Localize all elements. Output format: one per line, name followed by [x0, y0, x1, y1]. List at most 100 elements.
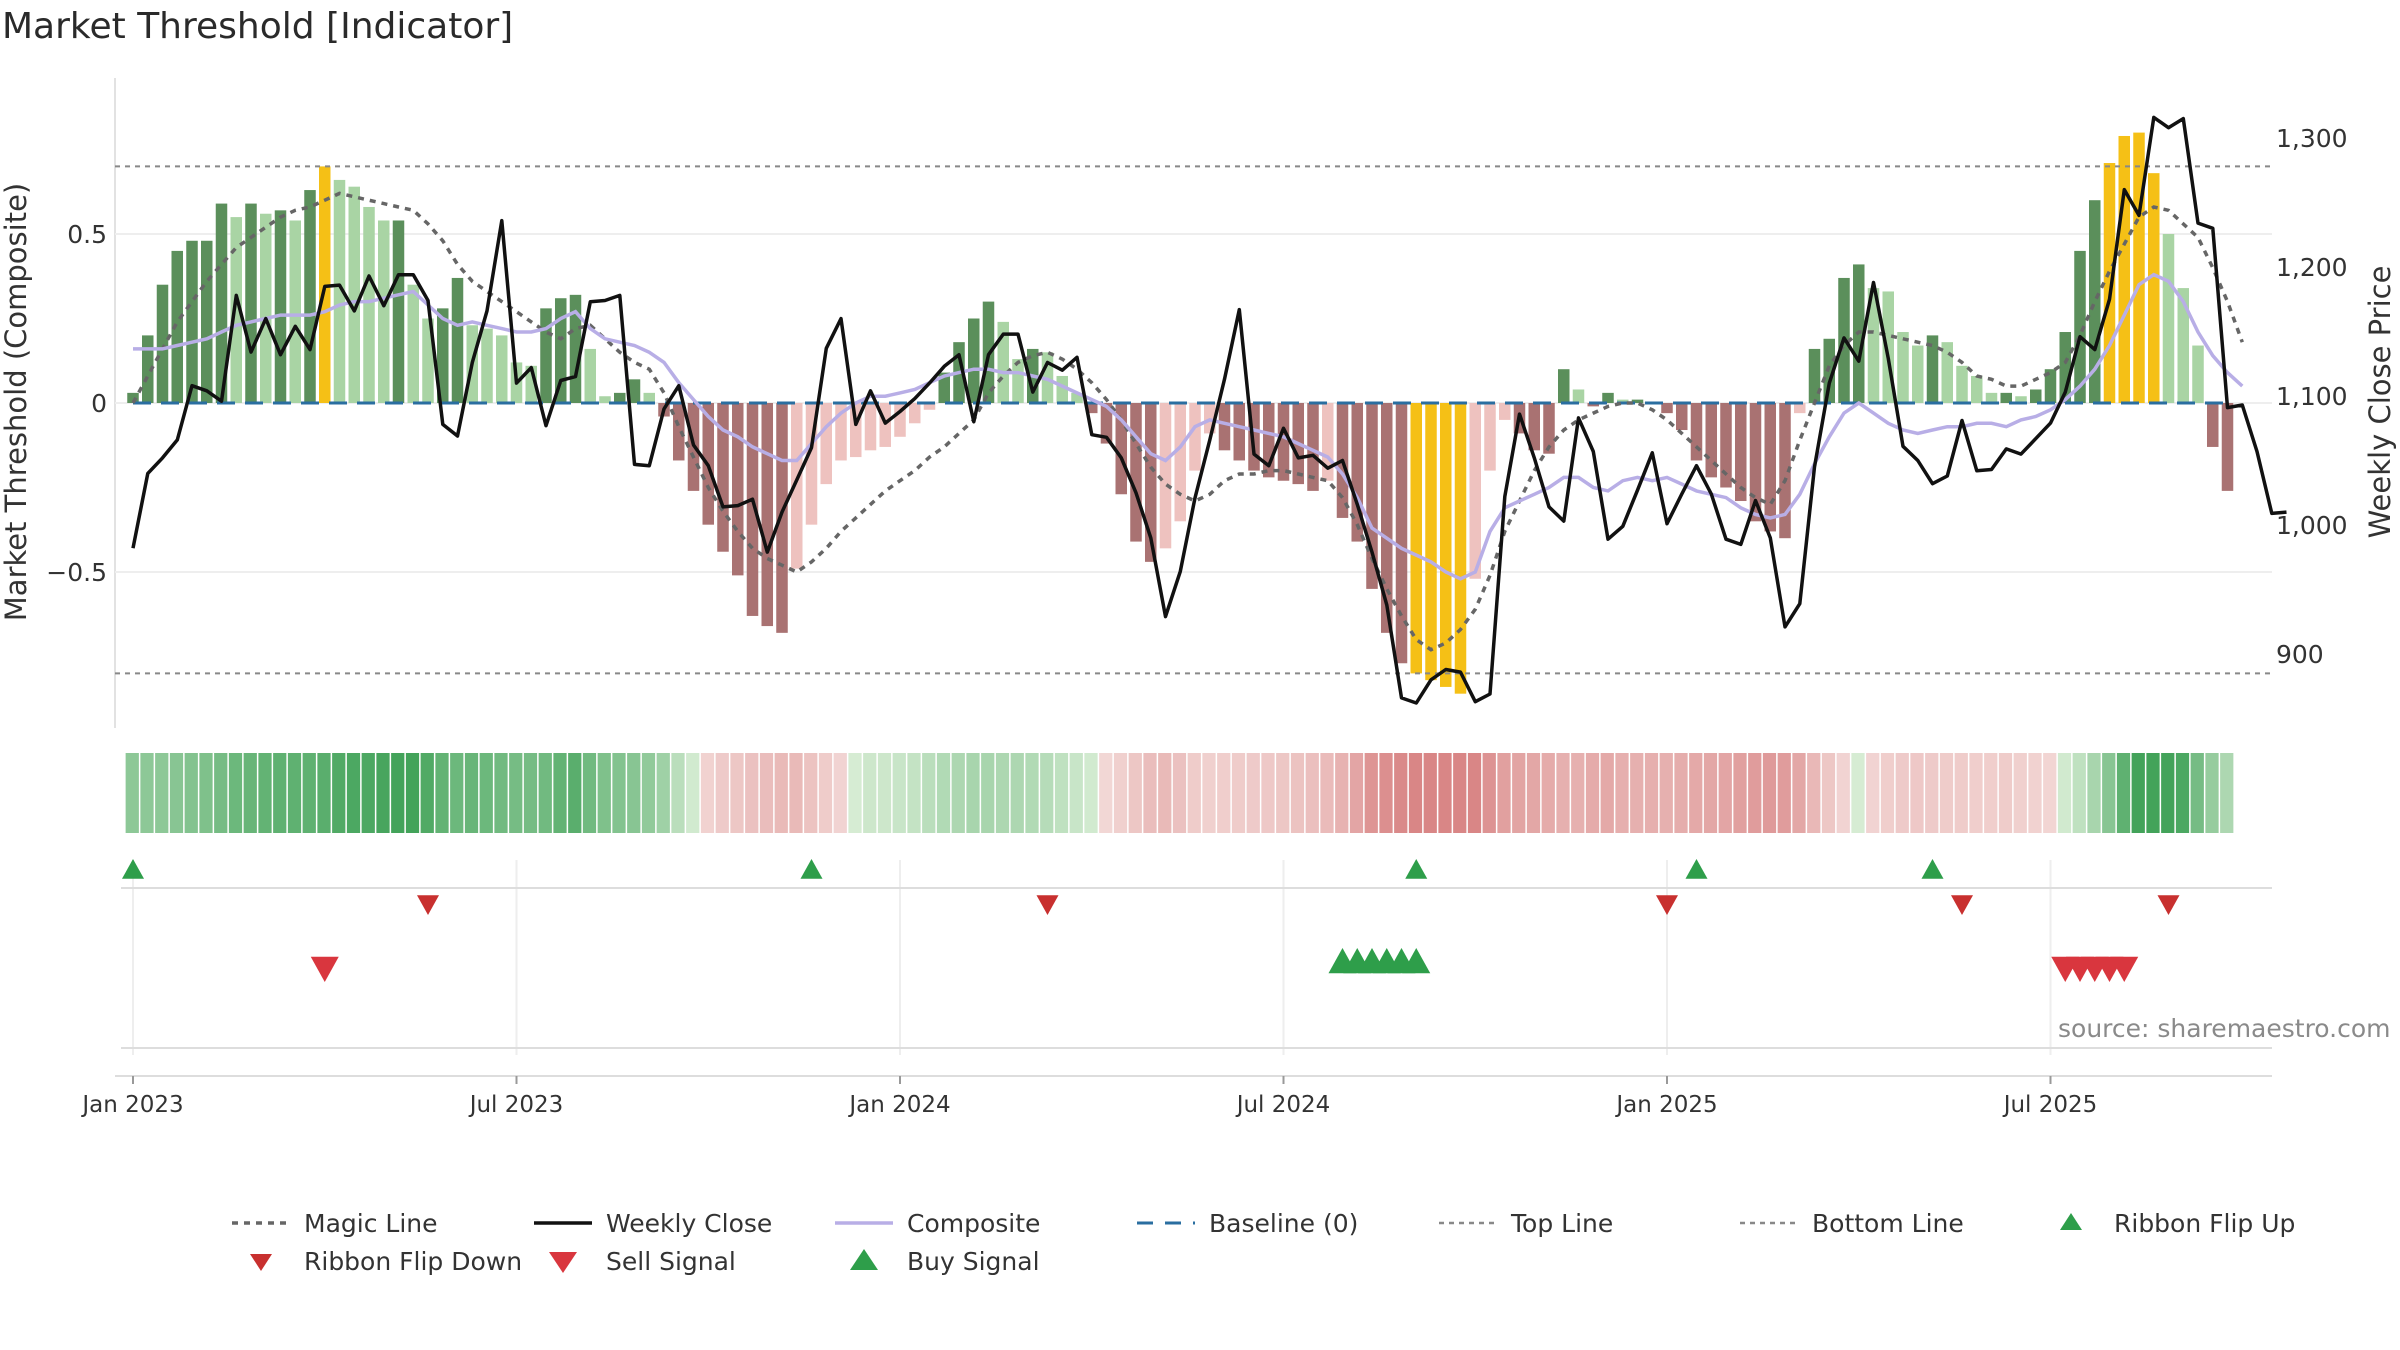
histogram-bar — [377, 220, 390, 403]
histogram-bar — [997, 321, 1010, 403]
y2-tick-label: 1,300 — [2276, 124, 2348, 153]
ribbon-cell — [1054, 753, 1069, 833]
source-note: source: sharemaestro.com — [2058, 1014, 2391, 1043]
legend-item-flipup: Ribbon Flip Up — [2040, 1205, 2295, 1241]
y2-axis: 1,300 1,200 1,100 1,000 900 — [2276, 124, 2348, 669]
histogram-bar — [2147, 173, 2160, 403]
histogram-bar — [1159, 403, 1172, 549]
histogram-bar — [1528, 403, 1541, 451]
ribbon-flip-up-marker — [800, 859, 823, 879]
histogram-bar — [967, 318, 980, 403]
ribbon-cell — [553, 753, 567, 833]
histogram-bar — [481, 328, 493, 403]
legend-item-bottom: Bottom Line — [1738, 1205, 1964, 1241]
histogram-bar — [1749, 403, 1762, 522]
histogram-bar — [1985, 392, 1998, 403]
histogram-bar — [1705, 403, 1718, 478]
histogram-bar — [1366, 403, 1378, 589]
ribbon-cell — [1379, 753, 1393, 833]
histogram-bar — [894, 403, 906, 437]
legend-label: Buy Signal — [907, 1246, 1040, 1276]
ribbon-cell — [1261, 753, 1275, 833]
histogram-bar — [1351, 403, 1364, 542]
histogram-bar — [1543, 403, 1555, 454]
sell-signal-marker — [2110, 956, 2139, 982]
histogram-bar — [879, 403, 892, 447]
ribbon-cell — [346, 753, 361, 833]
ribbon-cell — [1762, 753, 1777, 833]
sell-signal-marker — [310, 956, 339, 982]
ribbon-cell — [1792, 753, 1806, 833]
legend-label: Bottom Line — [1812, 1208, 1964, 1238]
histogram-bar — [2088, 200, 2101, 403]
ribbon-cell — [1733, 753, 1747, 833]
histogram-bar — [127, 392, 139, 403]
x-tick-label: Jul 2025 — [2002, 1092, 2098, 1118]
histogram-bar — [304, 190, 316, 403]
histogram-bar — [717, 403, 729, 552]
histogram-bar — [938, 372, 951, 403]
ribbon-cell — [1512, 753, 1526, 833]
legend-item-sell: Sell Signal — [532, 1243, 736, 1279]
histogram-bar — [1085, 403, 1098, 414]
histogram-bar — [1498, 403, 1511, 420]
histogram-bar — [1484, 403, 1496, 471]
ribbon-cell — [1025, 753, 1039, 833]
chart-title: Market Threshold [Indicator] — [2, 6, 514, 47]
ribbon-cell — [1335, 753, 1349, 833]
ribbon-cell — [1231, 753, 1246, 833]
histogram-bar — [2192, 345, 2204, 403]
ribbon-cell — [715, 753, 729, 833]
ribbon-cell — [405, 753, 420, 833]
ribbon-cell — [1630, 753, 1644, 833]
histogram-bar — [584, 348, 597, 403]
ribbon-cell — [2205, 753, 2219, 833]
ribbon-cell — [1851, 753, 1865, 833]
histogram-bar — [2206, 403, 2219, 447]
ribbon-cell — [1836, 753, 1850, 833]
histogram-bar — [1793, 403, 1806, 414]
ribbon-cell — [1556, 753, 1570, 833]
ribbon-cell — [2220, 753, 2234, 833]
ribbon-cell — [1423, 753, 1437, 833]
histogram-bar — [1675, 403, 1688, 431]
histogram-bar — [1321, 403, 1334, 481]
histogram-bar — [141, 335, 154, 403]
ribbon-cell — [479, 753, 493, 833]
ribbon-cell — [1128, 753, 1142, 833]
legend-label: Weekly Close — [606, 1208, 773, 1238]
ribbon-cell — [612, 753, 626, 833]
ribbon-flip-down-marker — [1656, 895, 1678, 915]
y-axis-label: Market Threshold (Composite) — [0, 183, 33, 621]
ribbon-cell — [1040, 753, 1054, 833]
ribbon-cell — [2146, 753, 2160, 833]
ribbon-cell — [1644, 753, 1659, 833]
histogram-bar — [643, 392, 656, 403]
ribbon-cell — [361, 753, 375, 833]
histogram-bar — [1307, 403, 1319, 491]
ribbon-cell — [1969, 753, 1983, 833]
histogram-bar — [2162, 234, 2175, 403]
ribbon-cell — [1305, 753, 1319, 833]
histogram-bar — [849, 403, 862, 458]
histogram-bar — [1823, 338, 1836, 403]
ribbon-cell — [568, 753, 582, 833]
ribbon-cell — [287, 753, 302, 833]
ribbon-flip-down-marker — [2157, 895, 2180, 915]
ribbon-cell — [2175, 753, 2190, 833]
ribbon-cell — [1202, 753, 1216, 833]
ribbon-cell — [1158, 753, 1172, 833]
ribbon-cell — [140, 753, 154, 833]
buy-signal-marker — [1402, 948, 1431, 974]
y2-tick-label: 1,100 — [2276, 382, 2348, 411]
legend-symbol-sell — [549, 1252, 577, 1273]
ribbon-cell — [922, 753, 936, 833]
gridlines — [114, 78, 2272, 1055]
ribbon-cell — [671, 753, 685, 833]
ribbon-cell — [1438, 753, 1452, 833]
ribbon-cell — [2043, 753, 2057, 833]
signal-panels — [121, 859, 2272, 1049]
ribbon-cell — [2028, 753, 2042, 833]
histogram-bar — [554, 298, 567, 403]
ribbon-cell — [155, 753, 169, 833]
